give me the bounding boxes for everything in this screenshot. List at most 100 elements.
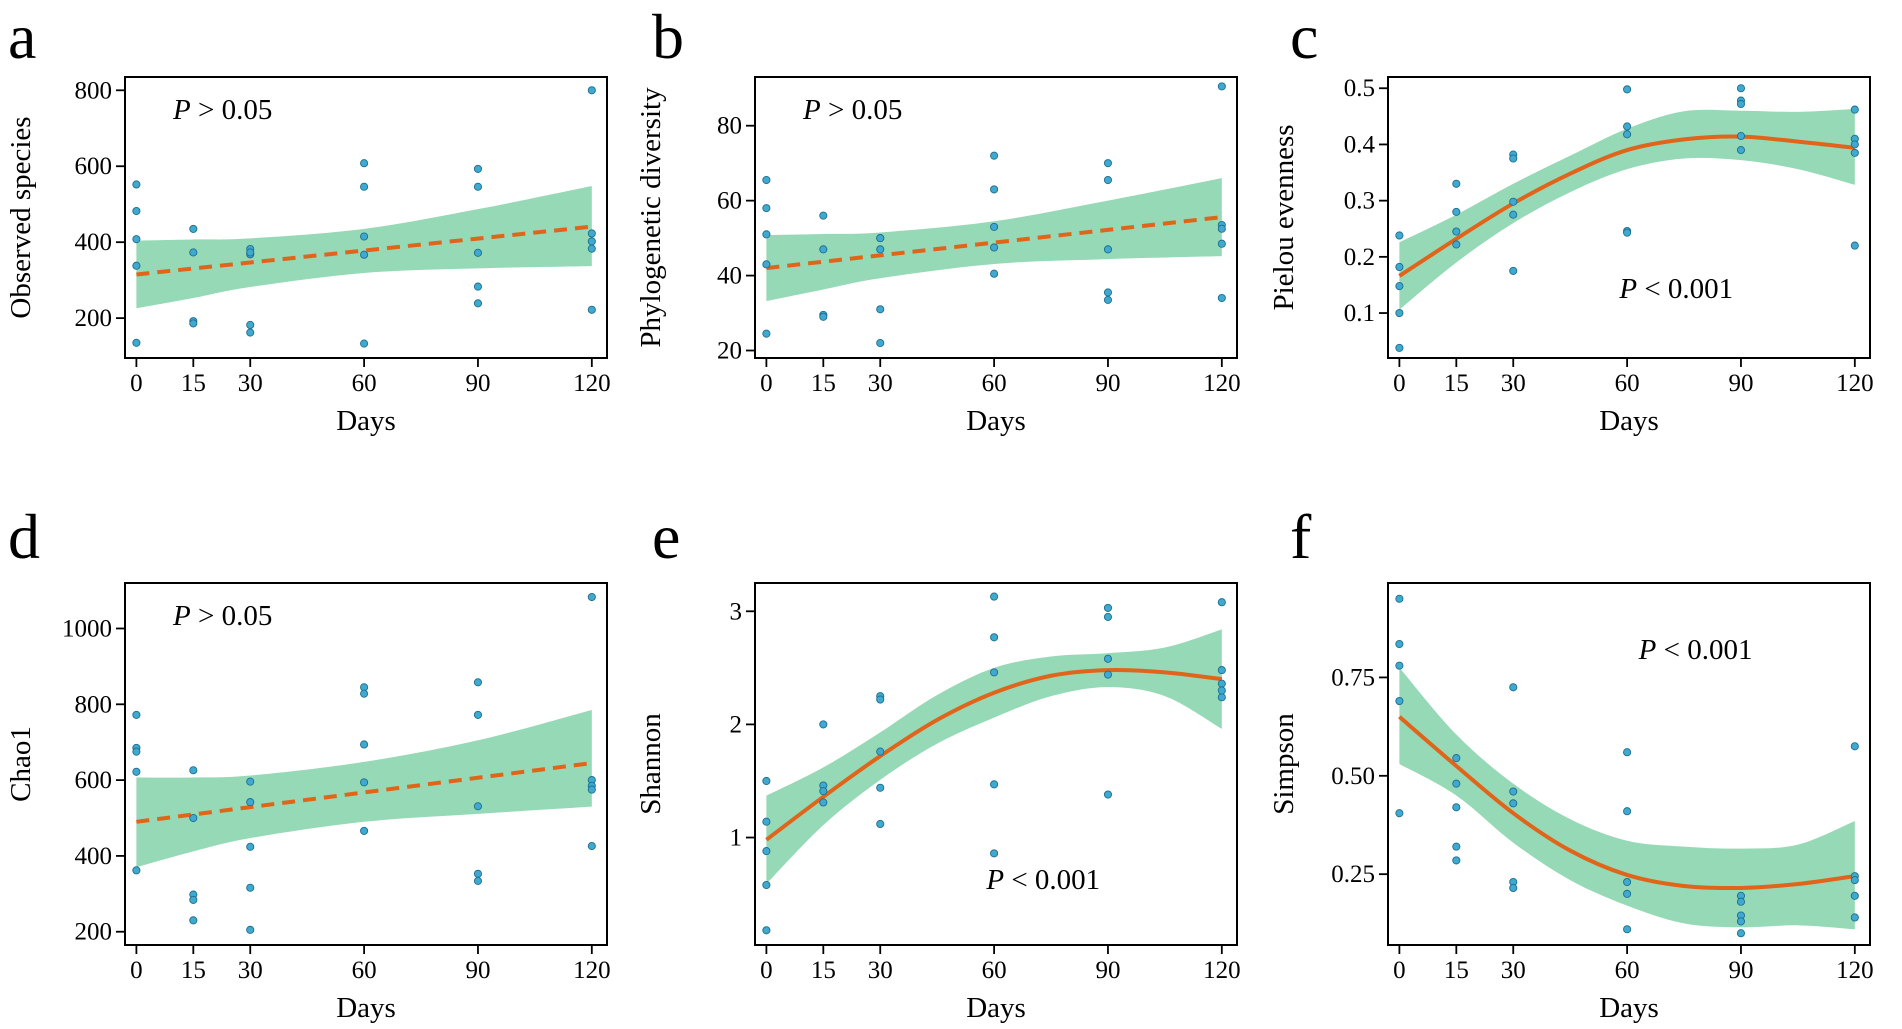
data-point <box>1452 856 1461 865</box>
p-value-annotation: P < 0.001 <box>985 864 1100 896</box>
x-tick-label: 15 <box>1444 370 1469 397</box>
x-tick-label: 15 <box>181 370 206 397</box>
plot-area <box>762 592 1226 935</box>
data-point <box>1395 809 1404 818</box>
x-axis-label: Days <box>336 992 396 1024</box>
plot-frame <box>754 76 1238 359</box>
x-tick-label: 30 <box>868 370 893 397</box>
x-tick-label: 120 <box>1836 957 1874 984</box>
data-point <box>587 244 596 253</box>
data-point <box>360 232 369 241</box>
y-tick-label: 80 <box>717 113 742 140</box>
data-point <box>1103 612 1113 621</box>
data-point <box>189 319 198 328</box>
y-tick-label: 40 <box>717 263 742 290</box>
data-point <box>1850 148 1859 157</box>
y-axis-label: Phylogenetic diversity <box>635 87 667 348</box>
plot-area <box>762 82 1226 348</box>
y-axis-label: Pielou evenness <box>1268 124 1300 310</box>
p-value-text: < 0.001 <box>1637 273 1733 305</box>
data-point <box>1850 742 1859 751</box>
data-point <box>360 159 369 168</box>
data-point <box>1217 679 1226 688</box>
data-point <box>1850 913 1859 922</box>
data-point <box>1103 670 1113 679</box>
data-point <box>473 876 483 885</box>
data-point <box>473 248 483 257</box>
data-point <box>1217 693 1226 702</box>
data-point <box>189 813 198 823</box>
p-value-text: > 0.05 <box>191 600 273 632</box>
data-point <box>876 783 885 792</box>
plot-frame <box>1387 76 1871 359</box>
data-point <box>1850 876 1859 885</box>
data-point <box>1736 146 1746 155</box>
x-tick-label: 60 <box>352 957 377 984</box>
data-point <box>360 740 369 749</box>
fit-line <box>766 215 1223 271</box>
data-point <box>1395 661 1404 670</box>
data-point <box>1736 929 1746 938</box>
y-tick-label: 400 <box>75 229 113 256</box>
x-tick-label: 0 <box>1393 370 1406 397</box>
data-point <box>360 689 369 698</box>
data-point <box>360 250 369 259</box>
panel-letter: c <box>1290 1 1318 72</box>
data-point <box>1850 140 1859 149</box>
x-axis-label: Days <box>966 405 1026 437</box>
x-tick-label: 120 <box>573 957 611 984</box>
data-point <box>762 329 771 338</box>
p-value-annotation: P > 0.05 <box>172 94 272 126</box>
data-point <box>1736 897 1746 906</box>
data-point <box>587 785 596 794</box>
data-point <box>189 224 198 233</box>
y-tick-label: 0.2 <box>1344 244 1375 271</box>
data-point <box>876 695 885 704</box>
data-point <box>990 243 999 252</box>
data-point <box>587 237 596 246</box>
data-point <box>1395 282 1404 291</box>
p-symbol: P <box>802 94 821 126</box>
data-point <box>360 182 369 191</box>
p-value-text: > 0.05 <box>191 94 273 126</box>
data-point <box>1509 787 1518 796</box>
y-tick-label: 400 <box>75 843 113 870</box>
data-point <box>1103 159 1113 168</box>
data-point <box>1395 308 1404 318</box>
panel-d: 0 15 30 60 90 120 200 400 600 800 1000 Days Chao1 d P … <box>5 501 611 1024</box>
x-axis-label: Days <box>966 992 1026 1024</box>
fit-line <box>136 761 593 824</box>
data-point <box>1395 231 1404 240</box>
data-point <box>1452 240 1461 249</box>
data-point <box>1217 686 1226 695</box>
data-point <box>762 204 771 213</box>
y-axis-label: Simpson <box>1268 713 1300 815</box>
y-tick-label: 200 <box>75 919 113 946</box>
data-point <box>132 235 141 244</box>
x-tick-label: 30 <box>238 957 263 984</box>
data-point <box>990 780 999 789</box>
y-tick-label: 0.1 <box>1344 300 1375 327</box>
data-point <box>819 245 828 254</box>
x-tick-label: 15 <box>1444 957 1469 984</box>
data-point <box>189 895 198 904</box>
data-point <box>473 282 483 291</box>
data-point <box>246 883 255 892</box>
data-point <box>360 826 369 835</box>
data-point <box>1217 224 1226 233</box>
data-point <box>1395 343 1404 352</box>
data-point <box>1623 85 1632 94</box>
data-point <box>1850 241 1859 250</box>
data-point <box>1217 666 1226 675</box>
data-point <box>876 245 885 254</box>
data-point <box>762 175 771 185</box>
data-point <box>1103 654 1113 663</box>
panel-f: 0 15 30 60 90 120 0.25 0.50 0.75 Days Simpson f P < … <box>1268 501 1874 1024</box>
y-tick-label: 0.4 <box>1344 131 1376 158</box>
data-point <box>990 269 999 278</box>
p-value-text: > 0.05 <box>821 94 903 126</box>
data-point <box>819 211 828 220</box>
data-point <box>990 633 999 642</box>
data-point <box>819 798 828 807</box>
data-point <box>1736 84 1746 93</box>
